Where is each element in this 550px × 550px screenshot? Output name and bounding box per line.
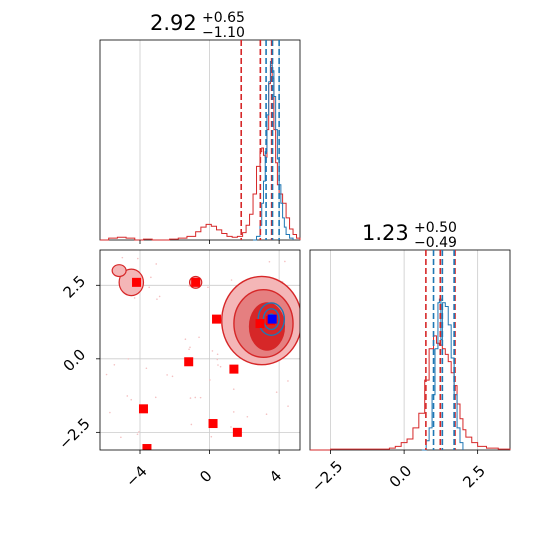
- joint-scatter-dot-4: [217, 364, 219, 366]
- joint-scatter-dot-36: [156, 298, 158, 300]
- joint-red-marker-5: [138, 404, 148, 414]
- param2-frame: [309, 249, 511, 451]
- joint-scatter-dot-22: [150, 276, 152, 279]
- joint-ytick-label-2: 2.5: [60, 272, 90, 302]
- param2-xtick-label-2: 2.5: [459, 462, 489, 492]
- joint-frame: [99, 249, 301, 451]
- param2-title-minus: −0.49: [414, 235, 457, 251]
- param2-blue-histogram: [421, 298, 464, 451]
- joint-xtick-label-1: 0: [196, 467, 215, 486]
- joint-scatter-dot-28: [113, 363, 116, 366]
- param1-frame: [99, 39, 301, 241]
- joint-scatter-dot-46: [216, 358, 219, 361]
- param2-title: 1.23 +0.50 −0.49: [362, 220, 457, 251]
- param1-blue-histogram: [253, 61, 294, 241]
- joint-scatter-dot-27: [190, 423, 193, 426]
- joint-scatter-dot-14: [184, 338, 187, 341]
- joint-red-marker-4: [229, 364, 239, 374]
- joint-scatter-dot-12: [127, 358, 130, 360]
- joint-scatter-dot-15: [232, 388, 235, 390]
- joint-scatter-dot-56: [136, 433, 139, 436]
- param2-title-plus: +0.50: [414, 220, 457, 236]
- joint-contour-panel: −4 0 4 −2.5 0.0 2.5: [55, 249, 301, 491]
- joint-red-marker-8: [142, 444, 152, 450]
- param2-red-histogram: [310, 335, 511, 451]
- joint-scatter-dot-32: [188, 285, 190, 287]
- joint-scatter-dot-13: [287, 405, 289, 407]
- param2-title-value: 1.23: [362, 221, 409, 245]
- joint-xtick-label-2: 4: [266, 467, 285, 486]
- joint-xtick-label-0: −4: [122, 462, 150, 490]
- joint-scatter-dot-6: [230, 426, 232, 428]
- joint-scatter-dot-49: [216, 353, 219, 356]
- joint-scatter-dot-40: [210, 435, 213, 438]
- joint-scatter-dot-26: [130, 398, 133, 401]
- joint-plot-area: [100, 250, 300, 450]
- joint-scatter-dot-20: [171, 375, 174, 378]
- joint-scatter-dot-42: [145, 367, 148, 370]
- joint-scatter-dot-37: [268, 260, 271, 263]
- joint-scatter-dot-57: [120, 436, 122, 439]
- joint-red-marker-1: [191, 277, 201, 287]
- param1-title: 2.92 +0.65 −1.10: [150, 10, 245, 41]
- joint-scatter-dot-7: [199, 396, 202, 399]
- joint-scatter-dot-5: [158, 295, 161, 298]
- joint-red-marker-2: [212, 314, 222, 324]
- joint-scatter-dot-18: [209, 379, 211, 381]
- joint-scatter-dot-9: [211, 350, 214, 352]
- joint-scatter-dot-51: [275, 391, 278, 393]
- param1-red-histogram: [100, 64, 301, 241]
- joint-scatter-dot-34: [154, 396, 157, 399]
- joint-scatter-dot-58: [207, 286, 209, 289]
- joint-ytick-label-1: 0.0: [60, 345, 90, 375]
- param2-histogram-panel: −2.5 0.0 2.5: [308, 249, 511, 496]
- joint-scatter-dot-0: [198, 336, 200, 339]
- joint-scatter-dot-30: [287, 380, 289, 382]
- joint-scatter-dot-55: [148, 286, 150, 289]
- joint-scatter-dot-52: [109, 411, 111, 414]
- joint-scatter-dot-24: [219, 365, 222, 368]
- joint-scatter-dot-23: [194, 396, 197, 399]
- joint-red-marker-9: [255, 319, 265, 329]
- joint-red-marker-3: [184, 357, 194, 367]
- joint-scatter-dot-45: [105, 373, 108, 376]
- param1-histogram-panel: [99, 39, 301, 244]
- joint-red-marker-6: [208, 419, 218, 429]
- joint-scatter-dot-2: [189, 346, 191, 349]
- joint-scatter-dot-10: [138, 431, 140, 433]
- joint-scatter-dot-1: [126, 395, 129, 397]
- joint-blue-marker-0: [267, 314, 277, 324]
- joint-red-island-contour-0: [118, 268, 145, 297]
- joint-scatter-dot-8: [232, 411, 235, 413]
- joint-scatter-dot-16: [137, 257, 139, 260]
- joint-scatter-dot-35: [246, 415, 249, 418]
- joint-red-marker-7: [232, 427, 242, 437]
- joint-scatter-dot-59: [265, 413, 268, 415]
- param2-xtick-label-0: −2.5: [308, 457, 346, 495]
- joint-red-marker-0: [132, 277, 142, 287]
- joint-scatter-dot-17: [189, 397, 192, 399]
- joint-ytick-label-0: −2.5: [55, 415, 93, 453]
- joint-scatter-dot-54: [230, 279, 233, 281]
- param1-title-plus: +0.65: [202, 10, 245, 26]
- param1-title-value: 2.92: [150, 11, 197, 35]
- joint-scatter-dot-47: [121, 256, 124, 259]
- joint-red-island-contour-2: [111, 264, 127, 278]
- param2-xtick-label-1: 0.0: [386, 462, 416, 492]
- joint-scatter-dot-11: [284, 260, 286, 263]
- joint-scatter-dot-41: [166, 374, 168, 376]
- joint-scatter-dot-19: [133, 297, 136, 299]
- joint-scatter-dot-44: [155, 263, 158, 265]
- joint-scatter-dot-31: [188, 348, 190, 351]
- param1-title-minus: −1.10: [202, 25, 245, 41]
